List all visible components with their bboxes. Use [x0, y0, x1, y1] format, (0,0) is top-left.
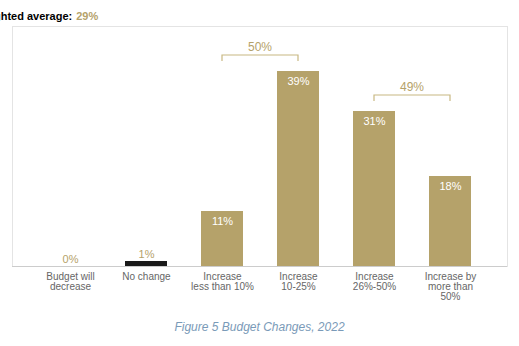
html-text:Figure 5 Budget Changes, 2022: Figure 5 Budget Changes, 2022 [174, 320, 345, 334]
svg-text:No change: No change [122, 271, 171, 282]
svg-text:Weighted average:29%: Weighted average:29% [0, 10, 98, 22]
svg-text:31%: 31% [363, 115, 385, 127]
svg-text:1%: 1% [139, 248, 155, 260]
svg-text:49%: 49% [400, 80, 424, 94]
svg-text:Increase bymore than50%: Increase bymore than50% [425, 271, 477, 302]
svg-text:Increaseless than 10%: Increaseless than 10% [191, 271, 254, 292]
svg-text:18%: 18% [439, 180, 461, 192]
svg-text:0%: 0% [63, 253, 79, 265]
svg-text:50%: 50% [248, 40, 272, 54]
svg-text:39%: 39% [287, 75, 309, 87]
svg-text:Increase10-25%: Increase10-25% [279, 271, 318, 292]
svg-text:11%: 11% [212, 215, 233, 227]
svg-text:Increase26%-50%: Increase26%-50% [353, 271, 396, 292]
svg-text:Budget willdecrease: Budget willdecrease [46, 271, 94, 292]
